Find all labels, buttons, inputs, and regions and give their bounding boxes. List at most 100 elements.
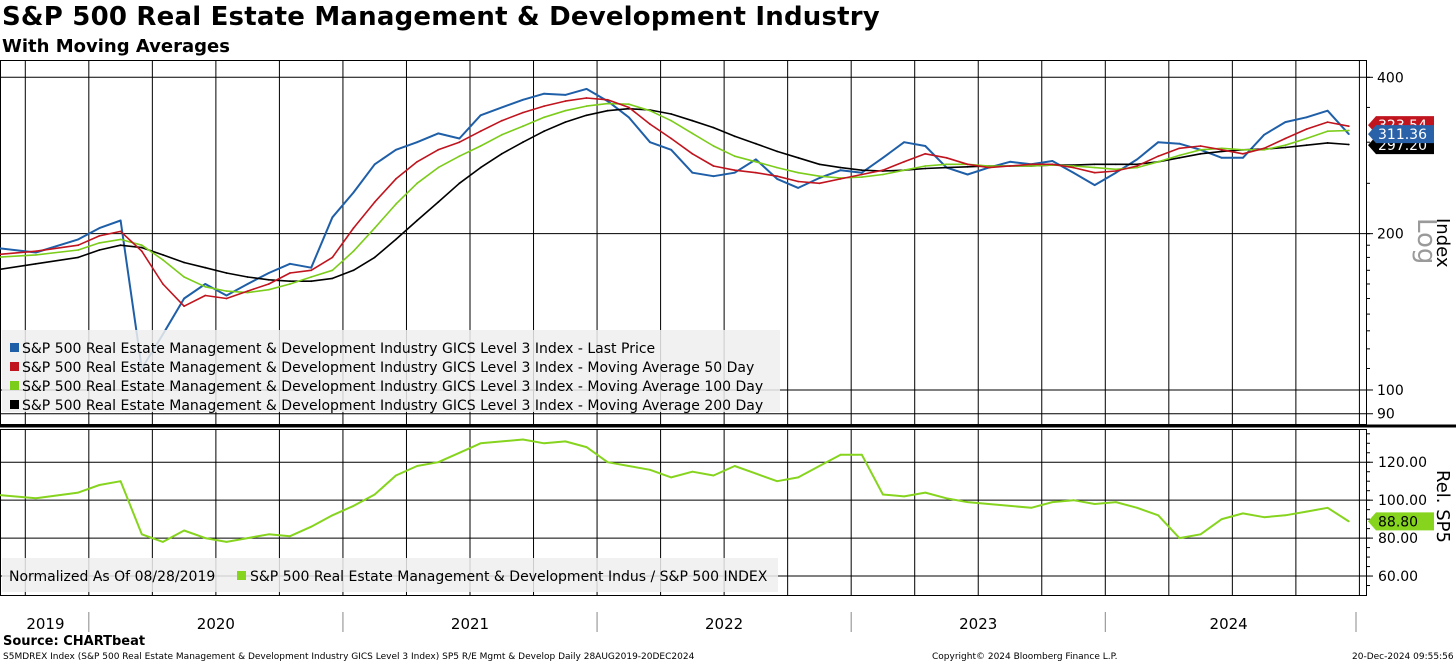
data-point-ma100 xyxy=(416,182,418,185)
data-point-last_price xyxy=(924,145,927,147)
data-point-ma200 xyxy=(966,165,969,168)
source-note: Source: CHARTbeat xyxy=(3,634,146,649)
data-point-ma100 xyxy=(310,276,313,278)
data-point-relative xyxy=(267,533,270,536)
data-point-last_price xyxy=(1072,171,1075,174)
x-year-label: 2024 xyxy=(1210,615,1248,633)
data-point-ma50 xyxy=(649,123,651,125)
data-point-relative xyxy=(1136,506,1138,509)
data-point-relative xyxy=(140,533,143,536)
data-point-relative xyxy=(839,453,842,456)
data-point-last_price xyxy=(289,262,291,265)
legend-swatch-relative xyxy=(237,571,246,580)
data-point-last_price xyxy=(267,272,270,274)
data-point-ma200 xyxy=(1093,163,1096,166)
data-point-ma50 xyxy=(246,290,249,292)
data-point-ma100 xyxy=(119,238,122,241)
data-point-relative xyxy=(77,491,80,494)
data-point-relative xyxy=(479,442,482,445)
data-point-ma50 xyxy=(204,294,207,297)
data-point-ma50 xyxy=(289,272,291,274)
data-point-ma200 xyxy=(1199,152,1202,155)
data-point-ma200 xyxy=(670,113,673,115)
data-point-ma50 xyxy=(1009,165,1011,167)
data-point-relative xyxy=(627,465,630,467)
data-point-ma50 xyxy=(1093,171,1096,174)
data-point-last_price xyxy=(755,158,757,161)
data-point-ma50 xyxy=(162,283,164,285)
data-point-last_price xyxy=(1051,160,1054,162)
data-point-ma50 xyxy=(395,178,397,180)
data-point-relative xyxy=(500,440,503,443)
data-point-ma100 xyxy=(882,173,884,176)
data-point-ma200 xyxy=(500,152,503,155)
data-point-ma100 xyxy=(1157,160,1160,163)
data-point-ma50 xyxy=(606,98,609,101)
data-point-ma100 xyxy=(1284,144,1287,147)
data-point-last_price xyxy=(670,148,673,151)
data-point-relative xyxy=(35,497,37,500)
data-point-ma50 xyxy=(776,175,778,178)
last-value-tag-relative-shape xyxy=(1368,512,1434,531)
data-point-relative xyxy=(1199,533,1202,536)
data-point-ma100 xyxy=(331,269,334,272)
data-point-last_price xyxy=(1093,184,1096,187)
data-point-last_price xyxy=(649,141,651,144)
data-point-relative xyxy=(162,541,164,543)
data-point-ma100 xyxy=(1115,168,1117,171)
data-point-ma100 xyxy=(479,145,482,147)
data-point-relative xyxy=(987,503,990,505)
upper-axis-title: Index xyxy=(1432,218,1453,268)
data-point-ma50 xyxy=(966,163,969,166)
data-point-ma100 xyxy=(712,145,715,147)
data-point-ma200 xyxy=(77,256,80,259)
data-point-ma50 xyxy=(585,97,588,99)
data-point-last_price xyxy=(77,238,80,241)
data-point-ma200 xyxy=(924,167,927,170)
data-point-ma200 xyxy=(776,150,778,153)
data-point-ma100 xyxy=(1136,166,1138,169)
data-point-last_price xyxy=(119,219,122,222)
data-point-ma200 xyxy=(543,130,545,133)
data-point-ma50 xyxy=(1136,165,1138,167)
data-point-ma200 xyxy=(373,256,376,259)
data-point-last_price xyxy=(416,141,418,144)
data-point-last_price xyxy=(1326,109,1329,112)
last-value-tag-last_price: 311.36 xyxy=(1368,125,1434,144)
data-point-relative xyxy=(1051,501,1054,503)
data-point-ma50 xyxy=(755,171,757,174)
x-year-label: 2019 xyxy=(26,615,64,633)
data-point-relative xyxy=(522,438,524,441)
legend-swatch-ma50 xyxy=(10,362,19,371)
lower-y-tick-label: 100.00 xyxy=(1378,493,1427,509)
data-point-relative xyxy=(606,461,609,464)
data-point-relative xyxy=(1115,501,1117,503)
data-point-ma100 xyxy=(585,105,588,107)
data-point-ma200 xyxy=(1115,163,1117,166)
data-point-ma200 xyxy=(1347,143,1350,146)
data-point-relative xyxy=(331,514,334,517)
data-point-ma100 xyxy=(162,259,164,261)
data-point-last_price xyxy=(627,116,630,119)
data-point-ma50 xyxy=(712,165,715,167)
data-point-ma100 xyxy=(289,283,291,285)
data-point-ma50 xyxy=(1072,166,1075,169)
data-point-ma100 xyxy=(755,160,757,163)
data-point-ma50 xyxy=(140,250,143,253)
data-point-ma200 xyxy=(35,262,37,265)
data-point-ma50 xyxy=(1263,147,1265,150)
data-point-relative xyxy=(860,453,863,456)
data-point-ma50 xyxy=(225,297,228,300)
data-point-ma100 xyxy=(1178,154,1181,157)
data-point-ma100 xyxy=(797,171,800,174)
data-point-ma100 xyxy=(1030,165,1033,167)
last-value-tag-relative: 88.80 xyxy=(1368,512,1434,531)
data-point-ma200 xyxy=(267,278,270,281)
series-line-ma200 xyxy=(0,107,1349,283)
data-point-ma50 xyxy=(543,105,545,107)
data-point-last_price xyxy=(818,177,821,179)
data-point-ma100 xyxy=(246,291,249,294)
data-point-ma50 xyxy=(1115,170,1117,172)
data-point-ma200 xyxy=(310,280,313,283)
last-value-tag-last_price-shape xyxy=(1368,125,1434,144)
